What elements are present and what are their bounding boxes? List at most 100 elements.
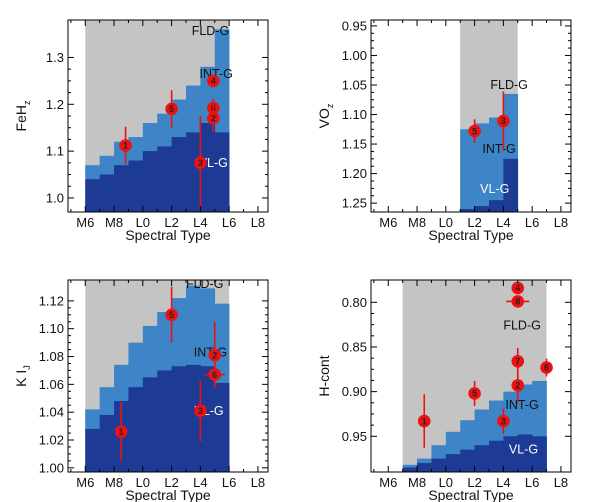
- x-tick-label: L0: [439, 215, 453, 230]
- x-tick-label: M8: [408, 215, 426, 230]
- plot-frame: [370, 19, 572, 213]
- data-marker: 6: [204, 366, 225, 383]
- marker-label: 8: [515, 297, 520, 307]
- data-marker: 3: [194, 116, 207, 210]
- y-tick-label: 1.25: [342, 196, 367, 211]
- plot-area: FLD-G INT-G VL-G 1 5 3 7 2 6 4 8: [402, 280, 553, 472]
- y-tick-label: 1.00: [39, 460, 64, 475]
- marker-dot: [497, 414, 510, 428]
- intg-step: [474, 123, 490, 212]
- marker-dot: [511, 295, 525, 308]
- x-tick-label: L6: [222, 215, 236, 230]
- x-axis-title: Spectral Type: [428, 227, 514, 243]
- x-tick-label: M6: [76, 215, 94, 230]
- data-marker: 5: [468, 119, 481, 143]
- x-tick-label: M8: [408, 475, 426, 490]
- vlg-step: [517, 434, 533, 472]
- y-tick-label: 0.80: [342, 295, 367, 310]
- vlg-zone: [85, 364, 230, 472]
- region-label: VL-G: [480, 182, 509, 196]
- vlg-step: [185, 364, 201, 472]
- data-marker: 3: [497, 91, 510, 151]
- x-axis-title: Spectral Type: [125, 227, 211, 243]
- vlg-step: [460, 449, 475, 472]
- marker-label: 3: [198, 158, 203, 168]
- x-tick-label: L2: [467, 475, 481, 490]
- y-axis-title-sub: z: [325, 103, 335, 108]
- marker-label: 5: [169, 310, 174, 320]
- region-label: FLD-G: [503, 319, 541, 333]
- marker-label: 5: [472, 389, 477, 399]
- data-marker: 4: [207, 74, 220, 88]
- plot-area: FLD-G INT-G VL-G 5 3: [460, 20, 528, 212]
- marker-dot: [208, 348, 222, 362]
- x-tick-label: M8: [105, 215, 123, 230]
- vlg-step: [214, 132, 230, 212]
- x-tick-label: L0: [439, 475, 453, 490]
- vlg-zone: [85, 123, 230, 212]
- x-tick-label: M6: [76, 475, 94, 490]
- marker-label: 1: [123, 141, 128, 151]
- chart-panel-ki: FLD-GINT-GVL-G15326M6M8L0L2L4L6L8Spectra…: [13, 279, 269, 502]
- vlg-step: [99, 414, 115, 472]
- data-marker: 5: [468, 380, 481, 406]
- x-tick-label: L2: [467, 215, 481, 230]
- data-marker: 1: [114, 402, 128, 461]
- vlg-step: [142, 377, 158, 472]
- x-tick-label: L4: [193, 475, 207, 490]
- data-marker: 1: [119, 126, 132, 165]
- x-tick-label: L0: [136, 215, 150, 230]
- marker-label: 4: [515, 283, 520, 293]
- marker-dot: [119, 139, 132, 152]
- region-label: INT-G: [482, 142, 515, 156]
- vlg-step: [200, 123, 216, 212]
- marker-label: 7: [515, 356, 520, 366]
- data-marker: 5: [165, 90, 178, 128]
- x-tick-label: L6: [525, 215, 539, 230]
- marker-dot: [511, 379, 525, 392]
- vlg-zone: [460, 158, 519, 212]
- vlg-step: [503, 436, 519, 472]
- x-tick-label: L4: [496, 475, 510, 490]
- marker-label: 4: [211, 76, 216, 86]
- region-label: FLD-G: [192, 24, 230, 38]
- x-axis: M6 M8 L0 L2 L4 L6 L8 Spectral Type: [373, 280, 568, 502]
- region-label: INT-G: [505, 398, 538, 412]
- y-axis-title-sub: z: [22, 100, 32, 105]
- marker-label: 2: [212, 350, 217, 360]
- data-marker: 3: [194, 380, 207, 442]
- vlg-step: [171, 366, 187, 472]
- y-axis: 1.0 1.1 1.2 1.3 FeHz: [13, 50, 268, 205]
- vlg-step: [128, 387, 144, 472]
- data-marker: 4: [511, 281, 525, 295]
- marker-dot: [207, 74, 220, 88]
- marker-label: 6: [212, 370, 217, 380]
- vlg-step: [402, 467, 418, 472]
- x-tick-label: L2: [164, 475, 178, 490]
- y-axis-title: VOz: [316, 103, 335, 128]
- y-tick-label: 1.02: [39, 433, 64, 448]
- y-tick-label: 1.05: [342, 77, 367, 92]
- y-axis-title-main: VO: [316, 108, 332, 128]
- data-marker: 3: [497, 408, 510, 434]
- marker-label: 2: [515, 381, 520, 391]
- y-tick-label: 1.0: [46, 190, 64, 205]
- x-tick-label: M8: [105, 475, 123, 490]
- marker-dot: [468, 387, 481, 400]
- y-axis-title: FeHz: [13, 100, 32, 131]
- marker-label: 3: [198, 406, 203, 416]
- marker-dot: [165, 308, 178, 322]
- y-tick-label: 1.00: [342, 48, 367, 63]
- marker-dot: [165, 102, 178, 116]
- marker-label: 5: [169, 104, 174, 114]
- y-tick-label: 1.10: [342, 107, 367, 122]
- data-marker: 2: [207, 104, 220, 133]
- y-tick-label: 1.20: [342, 166, 367, 181]
- vlg-step: [114, 165, 129, 212]
- vlg-step: [417, 463, 432, 472]
- y-tick-label: 1.3: [46, 50, 64, 65]
- chart-panel-hcont: FLD-G INT-G VL-G 1 5 3 7 2 6 4 8 M6 M8 L0 L2 L4 L6 L8 Spec…: [316, 279, 572, 502]
- y-tick-label: 1.1: [46, 144, 64, 159]
